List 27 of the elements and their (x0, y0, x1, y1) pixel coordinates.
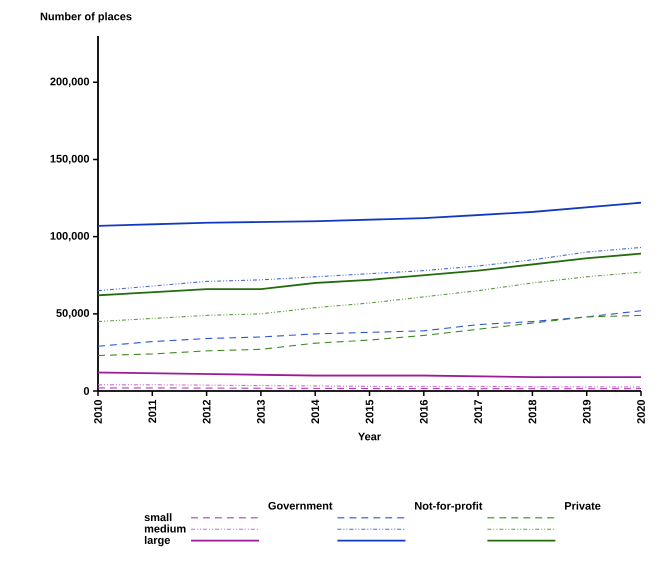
y-tick-label: 100,000 (50, 232, 90, 242)
x-tick-label: 2020 (637, 400, 645, 424)
y-axis-title: Number of places (40, 12, 132, 22)
text: Private (565, 502, 600, 510)
y-tick-label: 50,000 (56, 309, 90, 319)
y-tick-label: 200,000 (50, 78, 90, 87)
text: medium (144, 524, 186, 533)
x-tick-label: 2010 (94, 400, 102, 424)
x-tick-label: 2012 (202, 400, 210, 424)
x-tick-label: 2018 (528, 400, 536, 424)
x-tick-label: 2016 (420, 400, 428, 424)
line-series (97, 252, 642, 296)
text: small (144, 513, 172, 522)
x-tick-label: 2014 (311, 400, 320, 424)
line-series (97, 314, 642, 356)
x-tick-label: 2011 (148, 400, 156, 423)
text: large (144, 536, 170, 546)
text: Not-for-profit (415, 502, 482, 512)
line-series (97, 272, 642, 322)
text: Government (268, 502, 332, 510)
x-tick-label: 2017 (474, 400, 482, 424)
x-tick-label: 2015 (366, 400, 374, 424)
x-tick-label: 2013 (257, 400, 265, 424)
y-tick-label: 0 (84, 387, 90, 395)
x-tick-label: 2019 (582, 400, 591, 424)
x-axis-title: Year (358, 432, 381, 440)
y-tick-label: 150,000 (50, 154, 90, 164)
